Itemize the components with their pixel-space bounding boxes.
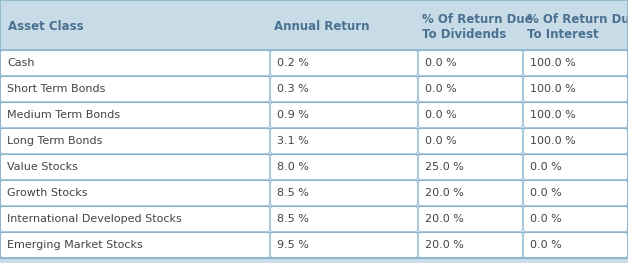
- FancyBboxPatch shape: [1, 206, 269, 231]
- Text: International Developed Stocks: International Developed Stocks: [7, 214, 181, 224]
- FancyBboxPatch shape: [418, 180, 522, 205]
- Text: 8.5 %: 8.5 %: [277, 214, 309, 224]
- Text: 0.0 %: 0.0 %: [425, 110, 457, 120]
- Text: 100.0 %: 100.0 %: [530, 110, 576, 120]
- Text: Annual Return: Annual Return: [274, 21, 369, 33]
- FancyBboxPatch shape: [1, 232, 269, 257]
- Bar: [0, 50, 628, 76]
- FancyBboxPatch shape: [1, 50, 269, 75]
- Text: Short Term Bonds: Short Term Bonds: [7, 84, 106, 94]
- Text: 20.0 %: 20.0 %: [425, 214, 464, 224]
- FancyBboxPatch shape: [271, 206, 418, 231]
- Text: 0.0 %: 0.0 %: [425, 58, 457, 68]
- Bar: [0, 76, 628, 102]
- Text: 0.2 %: 0.2 %: [277, 58, 309, 68]
- Bar: [0, 206, 628, 232]
- FancyBboxPatch shape: [271, 154, 418, 180]
- Text: 20.0 %: 20.0 %: [425, 240, 464, 250]
- Text: 0.0 %: 0.0 %: [530, 162, 562, 172]
- Text: 9.5 %: 9.5 %: [277, 240, 309, 250]
- FancyBboxPatch shape: [1, 154, 269, 180]
- Text: 100.0 %: 100.0 %: [530, 58, 576, 68]
- FancyBboxPatch shape: [524, 154, 627, 180]
- Text: 20.0 %: 20.0 %: [425, 188, 464, 198]
- Bar: [0, 0, 628, 50]
- FancyBboxPatch shape: [418, 206, 522, 231]
- FancyBboxPatch shape: [1, 180, 269, 205]
- FancyBboxPatch shape: [524, 103, 627, 128]
- Bar: [0, 232, 628, 258]
- Text: 0.0 %: 0.0 %: [530, 188, 562, 198]
- Bar: [0, 102, 628, 128]
- Text: Growth Stocks: Growth Stocks: [7, 188, 87, 198]
- Text: 0.3 %: 0.3 %: [277, 84, 309, 94]
- FancyBboxPatch shape: [1, 77, 269, 102]
- Text: 0.0 %: 0.0 %: [530, 240, 562, 250]
- Text: 8.0 %: 8.0 %: [277, 162, 309, 172]
- Text: 0.9 %: 0.9 %: [277, 110, 309, 120]
- FancyBboxPatch shape: [418, 129, 522, 154]
- Text: % Of Return Due
To Dividends: % Of Return Due To Dividends: [422, 13, 533, 41]
- Text: Emerging Market Stocks: Emerging Market Stocks: [7, 240, 143, 250]
- Text: 8.5 %: 8.5 %: [277, 188, 309, 198]
- Text: Medium Term Bonds: Medium Term Bonds: [7, 110, 120, 120]
- FancyBboxPatch shape: [271, 103, 418, 128]
- FancyBboxPatch shape: [1, 103, 269, 128]
- Text: 0.0 %: 0.0 %: [425, 136, 457, 146]
- FancyBboxPatch shape: [524, 77, 627, 102]
- Bar: [0, 128, 628, 154]
- FancyBboxPatch shape: [418, 103, 522, 128]
- Text: % Of Return Due
To Interest: % Of Return Due To Interest: [527, 13, 628, 41]
- Text: 100.0 %: 100.0 %: [530, 136, 576, 146]
- FancyBboxPatch shape: [524, 232, 627, 257]
- Text: Long Term Bonds: Long Term Bonds: [7, 136, 102, 146]
- FancyBboxPatch shape: [418, 232, 522, 257]
- FancyBboxPatch shape: [271, 50, 418, 75]
- FancyBboxPatch shape: [418, 154, 522, 180]
- Text: 3.1 %: 3.1 %: [277, 136, 309, 146]
- FancyBboxPatch shape: [524, 129, 627, 154]
- Text: 0.0 %: 0.0 %: [425, 84, 457, 94]
- Bar: [0, 154, 628, 180]
- Text: 0.0 %: 0.0 %: [530, 214, 562, 224]
- Bar: [0, 180, 628, 206]
- FancyBboxPatch shape: [1, 129, 269, 154]
- FancyBboxPatch shape: [418, 77, 522, 102]
- Text: 100.0 %: 100.0 %: [530, 84, 576, 94]
- Text: Cash: Cash: [7, 58, 35, 68]
- FancyBboxPatch shape: [271, 77, 418, 102]
- FancyBboxPatch shape: [418, 50, 522, 75]
- FancyBboxPatch shape: [524, 206, 627, 231]
- FancyBboxPatch shape: [271, 180, 418, 205]
- FancyBboxPatch shape: [524, 50, 627, 75]
- FancyBboxPatch shape: [271, 232, 418, 257]
- Text: Asset Class: Asset Class: [8, 21, 84, 33]
- Text: Value Stocks: Value Stocks: [7, 162, 78, 172]
- FancyBboxPatch shape: [524, 180, 627, 205]
- FancyBboxPatch shape: [271, 129, 418, 154]
- Text: 25.0 %: 25.0 %: [425, 162, 464, 172]
